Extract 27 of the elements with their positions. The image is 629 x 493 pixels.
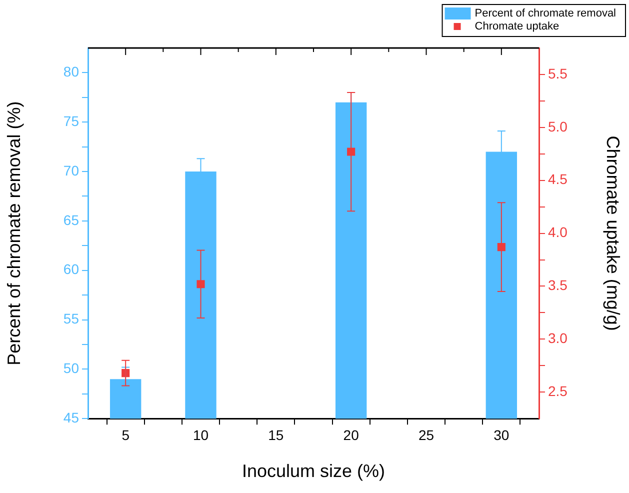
y2-tick-label: 5.5 bbox=[548, 65, 568, 82]
point bbox=[196, 280, 205, 288]
y-tick-label: 45 bbox=[63, 409, 80, 426]
y-tick-label: 80 bbox=[63, 64, 80, 80]
y2-tick-label: 5.0 bbox=[548, 118, 568, 134]
y-tick-label: 60 bbox=[63, 261, 80, 278]
x-tick-label: 15 bbox=[268, 426, 284, 443]
y2-tick-label: 4.0 bbox=[548, 224, 568, 240]
legend-label: Chromate uptake bbox=[474, 20, 560, 33]
x-tick-label: 30 bbox=[494, 426, 510, 443]
x-tick-label: 20 bbox=[343, 426, 360, 443]
y-axis-title: Percent of chromate removal (%) bbox=[4, 101, 24, 366]
x-tick-label: 10 bbox=[192, 426, 209, 443]
legend-label: Percent of chromate removal bbox=[474, 8, 616, 20]
y2-tick-label: 3.5 bbox=[548, 277, 568, 294]
y-tick-label: 65 bbox=[63, 212, 80, 228]
y-tick-label: 50 bbox=[63, 360, 80, 376]
y2-axis-title: Chromate uptake (mg/g) bbox=[603, 136, 624, 331]
y2-tick-label: 3.0 bbox=[548, 330, 568, 346]
x-axis-title: Inoculum size (%) bbox=[242, 461, 386, 482]
y-tick-label: 70 bbox=[63, 162, 80, 178]
y2-tick-label: 2.5 bbox=[548, 382, 568, 399]
y2-tick-label: 4.5 bbox=[548, 171, 568, 188]
x-tick-label: 5 bbox=[122, 426, 130, 443]
x-tick-label: 25 bbox=[418, 426, 434, 443]
y-tick-label: 55 bbox=[63, 310, 80, 327]
y-tick-label: 75 bbox=[63, 112, 80, 129]
